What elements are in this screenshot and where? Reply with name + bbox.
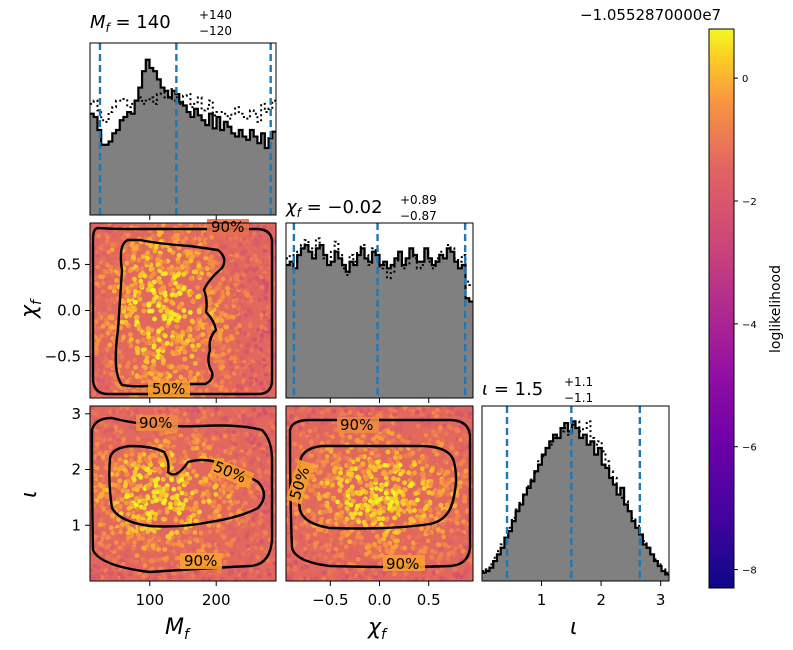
ytick-label-chi-0: −0.5 bbox=[45, 348, 81, 366]
cb-tick-label-0: 0 bbox=[742, 74, 748, 85]
contour-mf-chi-90 bbox=[91, 226, 274, 396]
hist-iota bbox=[482, 406, 669, 581]
colorbar-offset: −1.0552870000e7 bbox=[580, 6, 721, 24]
ylabel-iota: ι bbox=[17, 491, 42, 498]
xtick-label-iota-1: 2 bbox=[596, 591, 606, 609]
title-iota-down: −1.1 bbox=[564, 391, 593, 405]
hist-fill-iota bbox=[482, 421, 669, 581]
frame-scatter-mf-iota bbox=[89, 405, 277, 582]
colorbar: 0 −2 −4 −6 −8 loglikelihood −1.0552870000e7 bbox=[580, 6, 784, 589]
contour-chi-iota-90 bbox=[288, 418, 472, 569]
title-mf-up: +140 bbox=[199, 8, 232, 22]
axis-labels: Mf χf ι χf ι bbox=[17, 298, 577, 643]
ylabel-chi: χf bbox=[17, 298, 45, 319]
ytick-label-iota-1: 2 bbox=[71, 461, 81, 479]
title-chi-down: −0.87 bbox=[400, 209, 437, 223]
colorbar-ticks: 0 −2 −4 −6 −8 bbox=[734, 74, 757, 577]
xtick-label-chi-0: −0.5 bbox=[312, 591, 348, 609]
svg-text:χf = −0.02: χf = −0.02 bbox=[285, 197, 383, 220]
colorbar-gradient bbox=[708, 28, 735, 589]
svg-text:Mf = 140: Mf = 140 bbox=[90, 12, 171, 35]
ytick-label-iota-2: 3 bbox=[71, 405, 81, 423]
cb-tick-label-3: −6 bbox=[742, 443, 757, 454]
contour-label-mf-chi-90: 90% bbox=[211, 218, 244, 236]
scatter-chi-iota bbox=[286, 406, 473, 581]
ticks: 100 200 −0.5 0.0 0.5 1 2 3 −0.5 0.0 0.5 1 2 3 bbox=[45, 215, 666, 609]
colorbar-label: loglikelihood bbox=[768, 265, 784, 353]
frame-hist-mf bbox=[89, 42, 277, 216]
histograms bbox=[90, 43, 669, 581]
xtick-label-mf-0: 100 bbox=[135, 591, 164, 609]
contour-label-group: 90% 50% 90% 50% 90% 90% 50% 90% bbox=[136, 218, 425, 573]
cb-tick-label-4: −8 bbox=[742, 566, 757, 577]
xlabel-mf: Mf bbox=[165, 615, 191, 643]
contour-label-mf-iota-90b: 90% bbox=[184, 552, 217, 570]
contour-label-chi-iota-90b: 90% bbox=[386, 555, 419, 573]
contour-label-chi-iota-90a: 90% bbox=[340, 416, 373, 434]
hist-fill-chi bbox=[286, 245, 473, 398]
xtick-label-chi-1: 0.0 bbox=[368, 591, 392, 609]
title-mf-down: −120 bbox=[199, 24, 232, 38]
title-iota-up: +1.1 bbox=[564, 375, 593, 389]
xtick-label-mf-1: 200 bbox=[202, 591, 231, 609]
title-chi: χf = −0.02 +0.89 −0.87 bbox=[285, 193, 437, 223]
hist-chi bbox=[286, 223, 473, 398]
ytick-label-iota-0: 1 bbox=[71, 516, 81, 534]
title-chi-up: +0.89 bbox=[400, 193, 437, 207]
title-iota: ι = 1.5 +1.1 −1.1 bbox=[482, 375, 593, 405]
xtick-label-chi-2: 0.5 bbox=[417, 591, 441, 609]
frame-hist-iota bbox=[481, 405, 670, 582]
cb-tick-label-2: −4 bbox=[742, 320, 757, 331]
contour-label-mf-chi-50: 50% bbox=[152, 380, 185, 398]
contour-mf-chi-50 bbox=[114, 238, 226, 388]
ytick-label-chi-2: 0.5 bbox=[57, 255, 81, 273]
hist-mf bbox=[90, 43, 276, 215]
title-mf: Mf = 140 +140 −120 bbox=[90, 8, 232, 38]
hist-fill-mf bbox=[90, 59, 276, 215]
hist-outline-chi bbox=[286, 243, 473, 303]
xlabel-chi: χf bbox=[367, 615, 388, 643]
hist-outline-mf bbox=[90, 58, 276, 150]
xtick-label-iota-2: 3 bbox=[656, 591, 666, 609]
xtick-label-iota-0: 1 bbox=[537, 591, 547, 609]
svg-text:ι = 1.5: ι = 1.5 bbox=[482, 379, 543, 400]
hist-outline-iota bbox=[482, 420, 669, 576]
ytick-label-chi-1: 0.0 bbox=[57, 302, 81, 320]
contour-label-mf-iota-90a: 90% bbox=[139, 414, 172, 432]
xlabel-iota: ι bbox=[570, 615, 577, 640]
hist-dotted-chi bbox=[286, 237, 473, 286]
contour-chi-iota-50 bbox=[296, 444, 458, 530]
cb-tick-label-1: −2 bbox=[742, 197, 757, 208]
